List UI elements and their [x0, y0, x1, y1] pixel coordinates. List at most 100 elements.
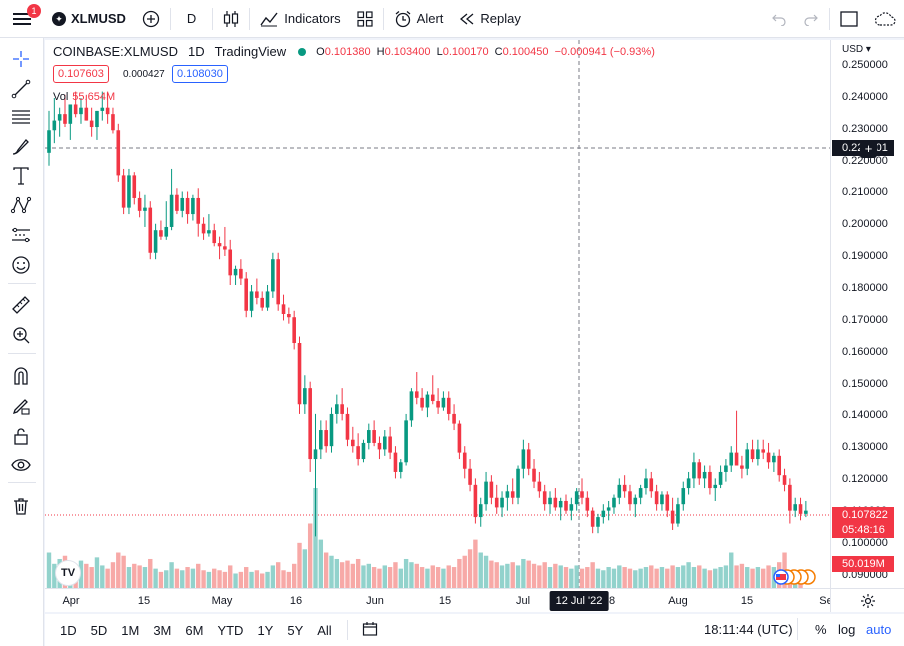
volume-bar: [89, 567, 94, 588]
volume-bar: [254, 570, 260, 588]
zoom-in-icon[interactable]: [10, 324, 32, 346]
price-axis[interactable]: USD ▾ 0.250000 0.240000 0.230000 0.220000 0.…: [830, 40, 904, 592]
range-button-1d[interactable]: 1D: [60, 622, 77, 638]
range-button-5y[interactable]: 5Y: [287, 622, 304, 638]
tradingview-logo[interactable]: TV: [55, 560, 81, 586]
prediction-tool-icon[interactable]: [10, 224, 32, 246]
range-button-all[interactable]: All: [317, 622, 332, 638]
fib-retracement-tool-icon[interactable]: [10, 106, 32, 128]
candle: [521, 439, 526, 479]
legend-symbol[interactable]: COINBASE:XLMUSD: [53, 44, 178, 59]
alert-button[interactable]: Alert: [386, 0, 452, 38]
cloud-icon: [874, 12, 896, 26]
volume-bar: [419, 567, 425, 588]
range-button-1m[interactable]: 1M: [121, 622, 140, 638]
symbol-search-button[interactable]: ✦ XLMUSD: [44, 0, 134, 38]
volume-bar: [494, 562, 499, 588]
settings-gear-icon[interactable]: [860, 593, 876, 609]
range-button-3m[interactable]: 3M: [153, 622, 172, 638]
text-tool-icon[interactable]: [10, 165, 32, 187]
price-tick: 0.200000: [842, 218, 888, 231]
redo-icon: [804, 14, 818, 26]
volume-bar: [121, 555, 126, 588]
volume-bar: [116, 552, 121, 588]
range-button-5d[interactable]: 5D: [90, 622, 108, 638]
price-chart[interactable]: [45, 40, 830, 588]
eye-icon[interactable]: [10, 454, 32, 476]
market-status-icon[interactable]: [298, 47, 307, 56]
volume-bar: [489, 560, 494, 588]
replay-button[interactable]: Replay: [451, 0, 528, 38]
candle: [393, 446, 398, 479]
volume-bar: [164, 570, 169, 588]
interval-button[interactable]: D: [173, 0, 210, 38]
layout-button[interactable]: [832, 0, 866, 38]
economic-events-icon[interactable]: [773, 568, 817, 586]
emoji-tool-icon[interactable]: [10, 254, 32, 276]
volume-bar: [531, 563, 537, 588]
trash-icon[interactable]: [10, 495, 32, 517]
sell-price-box[interactable]: 0.107603: [53, 65, 109, 83]
candle: [303, 375, 307, 414]
time-axis[interactable]: Apr 15 May 16 Jun 15 Jul 8 Aug 15 Se 12 Jul '22: [45, 588, 833, 612]
candle: [404, 413, 408, 466]
candle: [494, 484, 499, 514]
go-to-date-button[interactable]: [362, 621, 378, 640]
templates-button[interactable]: [349, 0, 381, 38]
candle: [239, 259, 243, 285]
time-tick: 8: [608, 595, 616, 607]
symbol-name: XLMUSD: [71, 11, 126, 26]
candle: [654, 484, 659, 511]
currency-selector[interactable]: USD ▾: [842, 44, 871, 55]
auto-scale-button[interactable]: auto: [866, 622, 892, 637]
range-button-1y[interactable]: 1Y: [257, 622, 274, 638]
chart-type-button[interactable]: [215, 0, 247, 38]
redo-button[interactable]: [795, 0, 827, 38]
ruler-tool-icon[interactable]: [10, 294, 32, 316]
volume-bar: [563, 567, 569, 588]
lock-icon[interactable]: [10, 425, 32, 447]
range-button-ytd[interactable]: YTD: [217, 622, 244, 638]
compare-symbol-button[interactable]: [134, 0, 168, 38]
stay-in-drawing-mode-icon[interactable]: [10, 395, 32, 417]
candle: [772, 452, 776, 472]
magnet-icon[interactable]: [10, 365, 32, 387]
price-tick: 0.240000: [842, 90, 888, 103]
volume-bar: [78, 560, 84, 588]
percent-scale-button[interactable]: %: [815, 622, 827, 637]
trend-line-tool-icon[interactable]: [10, 78, 32, 100]
volume-bar: [201, 570, 206, 588]
pattern-tool-icon[interactable]: [10, 194, 32, 216]
candle: [702, 465, 707, 489]
candle: [324, 420, 328, 453]
candle: [271, 252, 275, 298]
candle: [489, 475, 494, 505]
cloud-save-button[interactable]: [866, 0, 904, 38]
log-scale-button[interactable]: log: [838, 622, 856, 637]
square-layout-icon: [840, 11, 858, 27]
menu-button[interactable]: 1: [0, 0, 44, 38]
utc-clock[interactable]: 18:11:44 (UTC): [704, 622, 793, 637]
volume-bar: [521, 558, 526, 588]
brush-tool-icon[interactable]: [10, 135, 32, 157]
indicators-button[interactable]: Indicators: [252, 0, 348, 38]
buy-price-box[interactable]: 0.108030: [172, 65, 228, 83]
candle: [356, 433, 360, 466]
volume-bar: [110, 562, 116, 588]
volume-bar: [558, 565, 563, 588]
undo-button[interactable]: [763, 0, 795, 38]
candle: [313, 413, 318, 537]
candle: [724, 459, 728, 482]
candle: [793, 497, 797, 518]
candle: [697, 459, 702, 485]
candle: [260, 291, 264, 311]
top-toolbar: 1 ✦ XLMUSD D Indicators Alert Replay: [0, 0, 904, 38]
add-alert-plus-icon[interactable]: +: [860, 141, 877, 158]
range-button-6m[interactable]: 6M: [185, 622, 204, 638]
candle: [159, 220, 163, 240]
chart-pane[interactable]: COINBASE:XLMUSD 1D TradingView O0.101380…: [45, 40, 904, 612]
divider: [797, 618, 798, 640]
crosshair-tool-icon[interactable]: [10, 48, 32, 70]
candle: [409, 388, 414, 427]
volume-bar: [627, 568, 633, 588]
